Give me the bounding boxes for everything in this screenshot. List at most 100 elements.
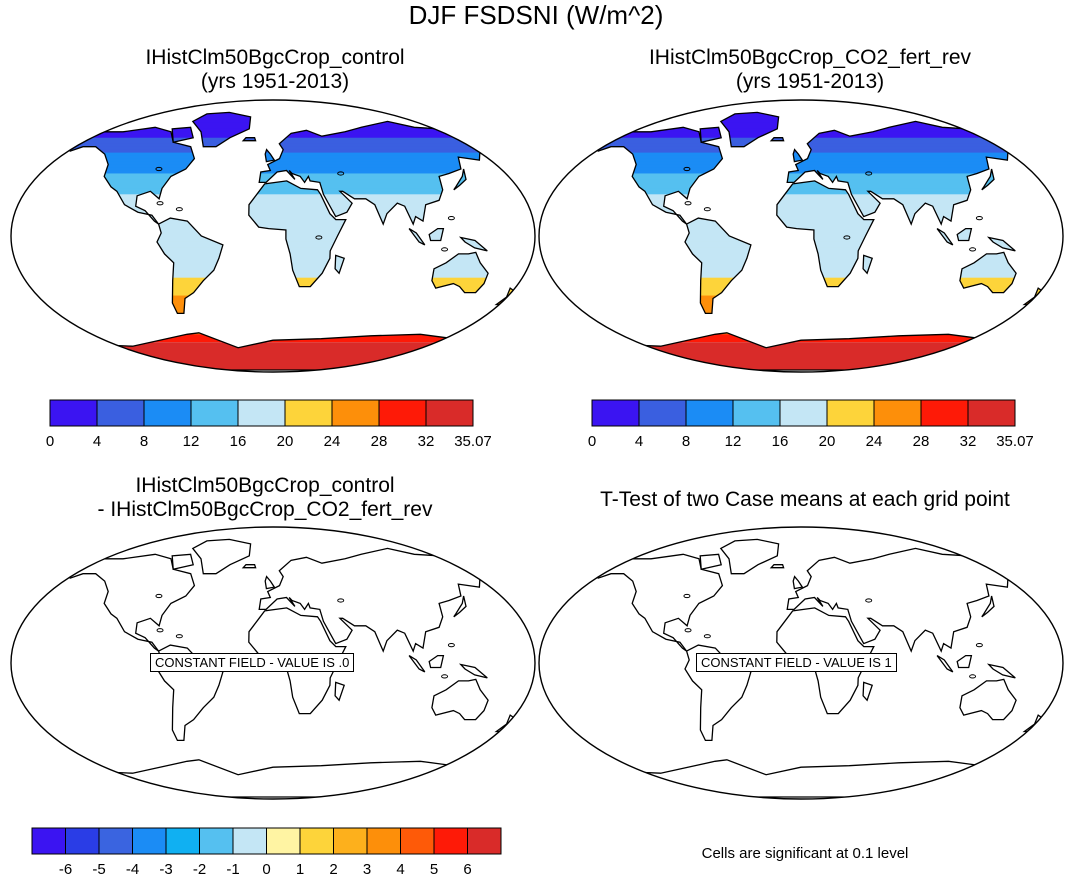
island-outline <box>175 634 183 639</box>
colorbar-bottom-swatch <box>31 827 66 855</box>
panel-2-title: IHistClm50BgcCrop_CO2_fert_rev (yrs 1951… <box>570 46 1050 94</box>
colorbar-top-tick-label: 12 <box>183 433 200 450</box>
colorbar-top-swatch <box>331 399 380 427</box>
colorbar-top-tick-label: 35.07 <box>454 433 492 450</box>
colorbar-bottom-swatch <box>132 827 167 855</box>
colorbar-top-tick-label: 32 <box>960 433 977 450</box>
panel-3-title-line2: - IHistClm50BgcCrop_CO2_fert_rev <box>97 498 433 521</box>
colorbar-top-tick-label: 24 <box>866 433 883 450</box>
colorbar-top-tick-label: 0 <box>46 433 54 450</box>
colorbar-top-tick-label: 8 <box>140 433 148 450</box>
colorbar-top-tick-label: 20 <box>277 433 294 450</box>
colorbar-bottom-tick-label: 4 <box>396 861 404 874</box>
island-outline <box>175 207 183 212</box>
colorbar-bottom-swatch <box>366 827 401 855</box>
island-outline <box>683 593 691 599</box>
panel-3-title: IHistClm50BgcCrop_control - IHistClm50Bg… <box>30 474 500 522</box>
island-outline <box>156 201 164 206</box>
colorbar-top-swatch <box>425 399 474 427</box>
colorbar-control: 0 4 8 12 16 20 24 28 32 35.07 <box>46 399 492 450</box>
map-frame <box>10 526 536 800</box>
island-outline <box>155 593 163 599</box>
map-panel-co2-fert-rev <box>538 99 1064 373</box>
panel-2-title-line2: (yrs 1951-2013) <box>735 70 885 93</box>
colorbar-bottom-swatch <box>232 827 267 855</box>
map-frame <box>538 99 1064 373</box>
island-outline <box>447 643 455 648</box>
island-outline <box>865 598 873 603</box>
colorbar-top-tick-label: 35.07 <box>996 433 1034 450</box>
colorbar-bottom-tick-label: -6 <box>59 861 72 874</box>
island-outline <box>156 628 164 633</box>
colorbar-top-swatch <box>826 399 875 427</box>
colorbar-top-swatch <box>49 399 98 427</box>
map-frame <box>10 99 536 373</box>
island-outline <box>315 235 323 240</box>
colorbar-top-swatch <box>638 399 687 427</box>
colorbar-top-tick-label: 16 <box>772 433 789 450</box>
constant-field-label-difference: CONSTANT FIELD - VALUE IS .0 <box>150 653 355 672</box>
colorbar-bottom-swatch <box>433 827 468 855</box>
island-outline <box>684 628 692 633</box>
colorbar-bottom-tick-label: 0 <box>262 861 270 874</box>
colorbar-bottom-tick-label: -4 <box>126 861 139 874</box>
island-outline <box>337 598 345 603</box>
colorbar-top-swatch <box>920 399 969 427</box>
colorbar-bottom-tick-label: 2 <box>329 861 337 874</box>
panel-1-title-line2: (yrs 1951-2013) <box>200 70 350 93</box>
map-panel-ttest <box>538 526 1064 800</box>
island-outline <box>441 674 449 679</box>
colorbar-bottom-swatch <box>165 827 200 855</box>
colorbar-difference: -6 -5 -4 -3 -2 -1 0 1 2 3 4 5 6 <box>31 827 502 874</box>
panel-4-title: T-Test of two Case means at each grid po… <box>540 488 1070 512</box>
colorbar-top-swatch <box>190 399 239 427</box>
island-outline <box>969 674 977 679</box>
colorbar-top-tick-label: 32 <box>418 433 435 450</box>
island-outline <box>447 216 455 221</box>
colorbar-top-swatch <box>732 399 781 427</box>
island-outline <box>975 643 983 648</box>
panel-4-title-line1: T-Test of two Case means at each grid po… <box>600 488 1010 511</box>
island-outline <box>683 166 691 172</box>
colorbar-bottom-tick-label: -3 <box>159 861 172 874</box>
colorbar-top-tick-label: 20 <box>819 433 836 450</box>
colorbar-top-swatch <box>378 399 427 427</box>
colorbar-bottom-tick-label: 1 <box>296 861 304 874</box>
map-frame <box>538 526 1064 800</box>
figure-title: DJF FSDSNI (W/m^2) <box>408 0 664 30</box>
colorbar-top-swatch <box>591 399 640 427</box>
colorbar-top-tick-label: 8 <box>682 433 690 450</box>
map-panel-control <box>10 99 536 373</box>
colorbar-top-tick-label: 4 <box>93 433 101 450</box>
island-outline <box>865 171 873 176</box>
colorbar-top-swatch <box>143 399 192 427</box>
constant-field-label-ttest: CONSTANT FIELD - VALUE IS 1 <box>696 653 897 672</box>
colorbar-bottom-swatch <box>98 827 133 855</box>
island-outline <box>843 235 851 240</box>
colorbar-top-swatch <box>967 399 1016 427</box>
colorbar-top-tick-label: 16 <box>230 433 247 450</box>
colorbar-bottom-tick-label: 5 <box>430 861 438 874</box>
significance-note: Cells are significant at 0.1 level <box>701 845 909 862</box>
colorbar-bottom-tick-label: -2 <box>193 861 206 874</box>
colorbar-top-swatch <box>237 399 286 427</box>
colorbar-bottom-tick-label: 6 <box>463 861 471 874</box>
island-outline <box>441 247 449 252</box>
panel-2-title-line1: IHistClm50BgcCrop_CO2_fert_rev <box>648 46 972 69</box>
colorbar-bottom-tick-label: 3 <box>363 861 371 874</box>
island-outline <box>969 247 977 252</box>
island-outline <box>703 207 711 212</box>
panel-1-title: IHistClm50BgcCrop_control (yrs 1951-2013… <box>40 46 510 94</box>
colorbar-bottom-swatch <box>199 827 234 855</box>
panel-1-title-line1: IHistClm50BgcCrop_control <box>145 46 405 69</box>
colorbar-top-tick-label: 24 <box>324 433 341 450</box>
colorbar-top-swatch <box>873 399 922 427</box>
colorbar-bottom-tick-label: -1 <box>226 861 239 874</box>
colorbar-top-tick-label: 4 <box>635 433 643 450</box>
colorbar-top-tick-label: 28 <box>371 433 388 450</box>
colorbar-bottom-swatch <box>299 827 334 855</box>
colorbar-bottom-tick-label: -5 <box>92 861 105 874</box>
colorbar-bottom-swatch <box>333 827 368 855</box>
colorbar-co2-fert-rev: 0 4 8 12 16 20 24 28 32 35.07 <box>588 399 1034 450</box>
map-panel-difference <box>10 526 536 800</box>
